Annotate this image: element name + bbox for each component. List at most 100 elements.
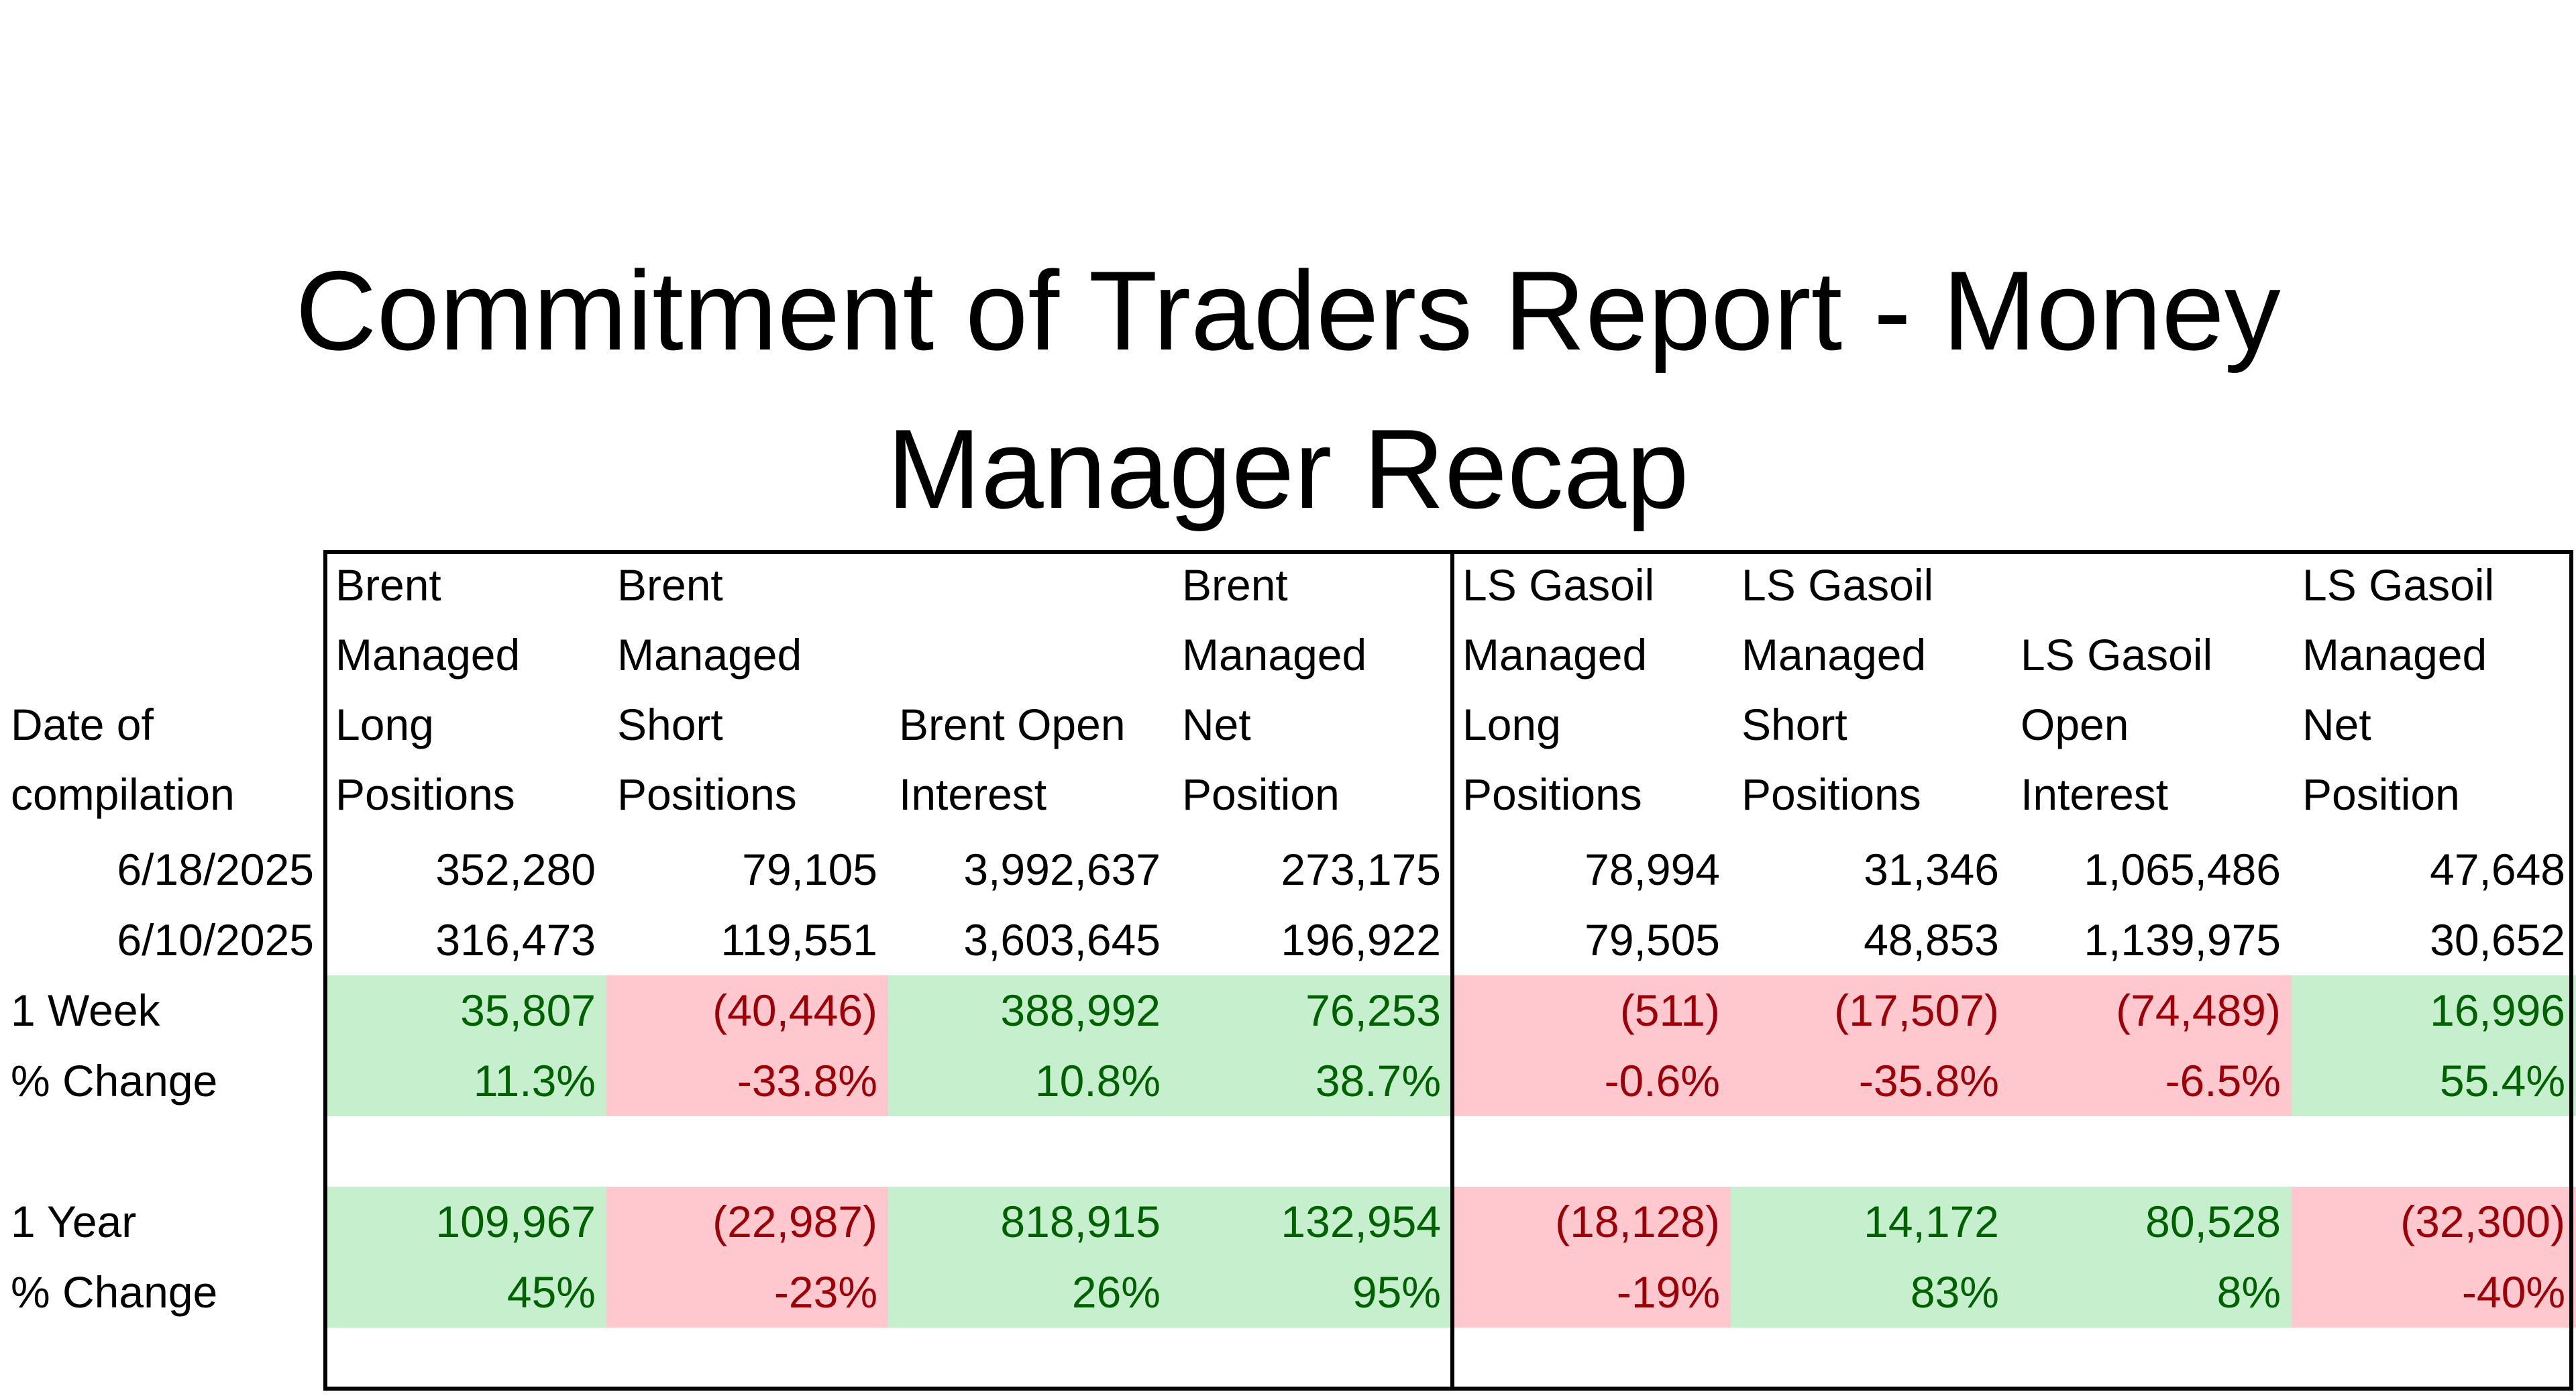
header-line: Positions <box>1741 769 1921 819</box>
table-cell-positive: 11.3% <box>325 1046 606 1116</box>
column-header-brent-open-interest: Brent Open Interest <box>888 550 1171 835</box>
table-cell-negative: -40% <box>2292 1257 2576 1328</box>
table-cell-positive: 26% <box>888 1257 1171 1328</box>
table-row-current-date: 6/18/2025 352,280 79,105 3,992,637 273,1… <box>0 835 2576 905</box>
report-title-line-1: Commitment of Traders Report - Money <box>295 248 2281 374</box>
column-header-brent-net: Brent Managed Net Position <box>1171 550 1452 835</box>
empty-cell <box>2010 1116 2292 1187</box>
header-line: Managed <box>1741 630 1927 680</box>
table-cell-negative: -33.8% <box>606 1046 888 1116</box>
table-cell-positive: 10.8% <box>888 1046 1171 1116</box>
table-cell-positive: 132,954 <box>1171 1187 1452 1257</box>
table-cell-positive: 109,967 <box>325 1187 606 1257</box>
header-line: Date of <box>11 700 154 749</box>
header-line: Managed <box>2302 630 2487 680</box>
table-cell-positive: 388,992 <box>888 975 1171 1046</box>
table-cell-positive: 14,172 <box>1731 1187 2010 1257</box>
column-header-gasoil-open-interest: LS Gasoil Open Interest <box>2010 550 2292 835</box>
table-cell: 31,346 <box>1864 845 1999 894</box>
empty-cell <box>1731 1116 2010 1187</box>
table-cell-negative: -23% <box>606 1257 888 1328</box>
table-cell-negative: -6.5% <box>2010 1046 2292 1116</box>
table-cell: 30,652 <box>2430 915 2565 965</box>
table-cell-positive: 818,915 <box>888 1187 1171 1257</box>
header-line: Brent <box>1182 560 1288 610</box>
header-line: Interest <box>899 769 1047 819</box>
column-header-gasoil-short: LS Gasoil Managed Short Positions <box>1731 550 2010 835</box>
header-line: Managed <box>617 630 802 680</box>
report-title-line-2: Manager Recap <box>887 406 1689 532</box>
column-header-gasoil-long: LS Gasoil Managed Long Positions <box>1452 550 1731 835</box>
header-line: compilation <box>11 769 235 819</box>
table-cell: 78,994 <box>1585 845 1720 894</box>
table-cell: 47,648 <box>2430 845 2565 894</box>
empty-cell <box>2292 1116 2576 1187</box>
table-cell: 1,065,486 <box>2084 845 2281 894</box>
table-cell: 273,175 <box>1281 845 1441 894</box>
header-line: Brent Open <box>899 700 1126 749</box>
table-cell-negative: (32,300) <box>2292 1187 2576 1257</box>
table-cell-negative: (18,128) <box>1452 1187 1731 1257</box>
header-line: Positions <box>335 769 515 819</box>
row-label: 1 Week <box>11 985 160 1035</box>
table-cell-negative: -0.6% <box>1452 1046 1731 1116</box>
table-cell: 1,139,975 <box>2084 915 2281 965</box>
table-cell: 316,473 <box>435 915 596 965</box>
row-label: 6/18/2025 <box>117 845 314 894</box>
header-line: Long <box>335 700 434 749</box>
table-cell-positive: 45% <box>325 1257 606 1328</box>
header-line: Net <box>2302 700 2371 749</box>
table-row-1-week-change: 1 Week 35,807 (40,446) 388,992 76,253 (5… <box>0 975 2576 1046</box>
table-cell-positive: 76,253 <box>1171 975 1452 1046</box>
table-cell: 352,280 <box>435 845 596 894</box>
empty-cell <box>1171 1116 1452 1187</box>
table-cell-negative: -19% <box>1452 1257 1731 1328</box>
header-line: LS Gasoil <box>2302 560 2495 610</box>
table-cell-negative: (511) <box>1452 975 1731 1046</box>
table-row-1-year-change: 1 Year 109,967 (22,987) 818,915 132,954 … <box>0 1187 2576 1257</box>
header-line: Position <box>2302 769 2460 819</box>
table-cell-positive: 80,528 <box>2010 1187 2292 1257</box>
table-cell-positive: 35,807 <box>325 975 606 1046</box>
table-cell-negative: (40,446) <box>606 975 888 1046</box>
column-header-brent-long: Brent Managed Long Positions <box>325 550 606 835</box>
empty-cell <box>325 1116 606 1187</box>
table-cell: 3,992,637 <box>963 845 1161 894</box>
header-line: Net <box>1182 700 1251 749</box>
table-cell: 79,105 <box>742 845 877 894</box>
header-line: Short <box>1741 700 1847 749</box>
row-label: % Change <box>11 1267 218 1317</box>
table-row-1-year-pct: % Change 45% -23% 26% 95% -19% 83% 8% -4… <box>0 1257 2576 1328</box>
header-line: Managed <box>1462 630 1648 680</box>
header-line: Brent <box>335 560 441 610</box>
row-label: 6/10/2025 <box>117 915 314 965</box>
empty-cell <box>0 1116 325 1187</box>
table-cell: 3,603,645 <box>963 915 1161 965</box>
table-row-prior-date: 6/10/2025 316,473 119,551 3,603,645 196,… <box>0 905 2576 975</box>
header-row: Date of compilation Brent Managed Long P… <box>0 550 2576 835</box>
row-label: % Change <box>11 1056 218 1106</box>
row-label-header: Date of compilation <box>0 550 325 835</box>
table-cell-positive: 83% <box>1731 1257 2010 1328</box>
header-line: Positions <box>617 769 797 819</box>
table-cell-positive: 8% <box>2010 1257 2292 1328</box>
table-cell-negative: (17,507) <box>1731 975 2010 1046</box>
table-cell-positive: 95% <box>1171 1257 1452 1328</box>
table-row-1-week-pct: % Change 11.3% -33.8% 10.8% 38.7% -0.6% … <box>0 1046 2576 1116</box>
table-cell: 79,505 <box>1585 915 1720 965</box>
header-line: LS Gasoil <box>1462 560 1655 610</box>
table-cell-positive: 55.4% <box>2292 1046 2576 1116</box>
cot-summary-table: Date of compilation Brent Managed Long P… <box>0 550 2576 1328</box>
header-line: Positions <box>1462 769 1642 819</box>
header-line: LS Gasoil <box>2021 630 2213 680</box>
table-cell-positive: 16,996 <box>2292 975 2576 1046</box>
header-line: Managed <box>1182 630 1367 680</box>
table-cell-negative: -35.8% <box>1731 1046 2010 1116</box>
report-title: Commitment of Traders Report - Money Man… <box>0 231 2576 548</box>
table-row-spacer <box>0 1116 2576 1187</box>
table-cell-negative: (22,987) <box>606 1187 888 1257</box>
column-header-gasoil-net: LS Gasoil Managed Net Position <box>2292 550 2576 835</box>
header-line: Long <box>1462 700 1561 749</box>
table-cell: 119,551 <box>720 915 877 965</box>
empty-cell <box>888 1116 1171 1187</box>
